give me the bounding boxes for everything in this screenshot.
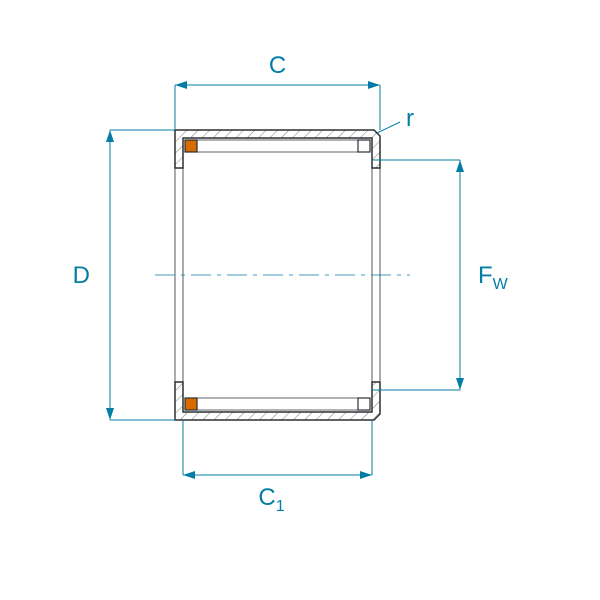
dim-label-Fw: FW — [478, 262, 509, 293]
roller-end — [358, 398, 370, 410]
cup-wall-bottom — [175, 382, 380, 420]
roller-end — [358, 140, 370, 152]
dim-label-D: D — [73, 262, 90, 289]
dim-label-r: r — [406, 105, 414, 132]
bearing-cross-section-diagram: D FW C C1 r — [0, 0, 600, 600]
dim-label-C1: C1 — [258, 484, 284, 515]
cup-wall-top — [175, 130, 380, 168]
dim-label-C: C — [269, 52, 286, 79]
roller-end — [185, 398, 197, 410]
roller-end — [185, 140, 197, 152]
